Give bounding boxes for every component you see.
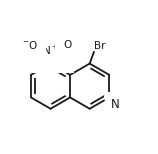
Text: Br: Br (94, 41, 106, 51)
Text: N: N (111, 98, 119, 111)
Text: N$^+$: N$^+$ (42, 44, 59, 57)
Text: $^{-}$O: $^{-}$O (22, 39, 38, 51)
Text: O: O (63, 40, 71, 50)
